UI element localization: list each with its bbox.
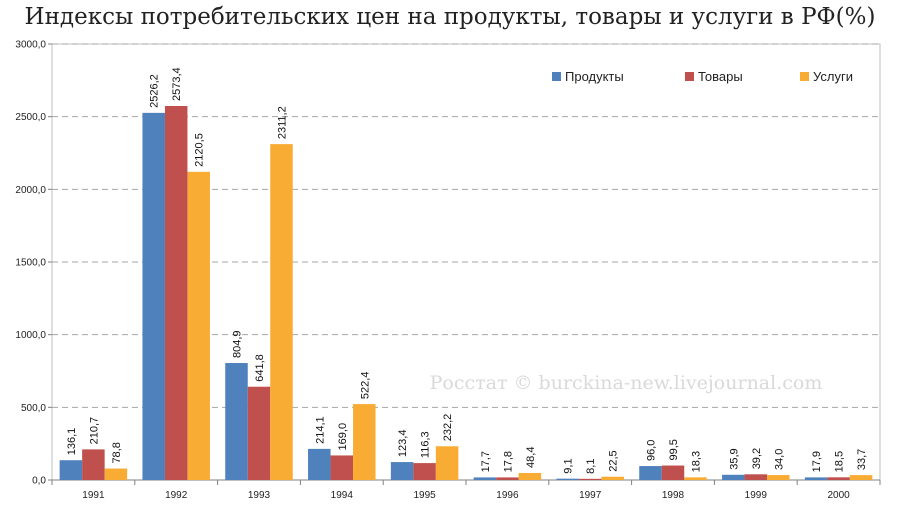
bar	[722, 474, 745, 480]
data-label: 2311,2	[277, 106, 289, 139]
chart-title: Индексы потребительских цен на продукты,…	[24, 4, 876, 30]
legend-label: Услуги	[813, 69, 853, 84]
bar	[330, 455, 354, 480]
bar	[601, 476, 624, 480]
bar	[496, 477, 519, 480]
bar	[270, 144, 293, 481]
y-tick-label: 1000,0	[15, 330, 46, 341]
data-label: 17,8	[502, 451, 514, 472]
data-label: 78,8	[111, 442, 123, 463]
bar	[556, 478, 579, 480]
data-label: 39,2	[751, 448, 763, 469]
bar	[849, 475, 873, 480]
bar	[247, 386, 271, 480]
bar	[104, 468, 128, 480]
bar	[390, 462, 414, 480]
data-label: 2573,4	[171, 67, 183, 101]
data-label: 2120,5	[194, 133, 206, 167]
x-tick-label: 1992	[165, 490, 188, 501]
data-label: 35,9	[728, 448, 740, 469]
bar	[187, 171, 210, 480]
x-tick-label: 1999	[745, 490, 768, 501]
y-tick-label: 2500,0	[15, 112, 46, 123]
bar	[744, 474, 768, 480]
legend-swatch	[800, 72, 809, 81]
legend-swatch	[552, 72, 561, 81]
legend-swatch	[685, 72, 694, 81]
data-label: 2526,2	[149, 74, 161, 108]
x-tick-label: 1997	[579, 490, 602, 501]
data-label: 48,4	[525, 447, 537, 468]
x-tick-label: 1991	[82, 490, 105, 501]
bar	[308, 448, 331, 480]
bar	[684, 477, 707, 480]
x-tick-label: 1996	[496, 490, 519, 501]
data-label: 214,1	[314, 416, 326, 444]
x-tick-label: 1993	[248, 490, 271, 501]
y-tick-label: 2000,0	[15, 185, 46, 196]
data-label: 18,3	[691, 451, 703, 472]
bar	[164, 105, 188, 480]
bar	[578, 478, 602, 480]
data-label: 34,0	[773, 449, 785, 470]
legend-label: Продукты	[565, 69, 624, 84]
bar	[827, 477, 850, 480]
data-label: 8,1	[585, 459, 597, 474]
bar	[353, 404, 376, 480]
legend-label: Товары	[698, 69, 743, 84]
y-tick-label: 3000,0	[15, 40, 46, 51]
bar	[82, 449, 105, 480]
bar	[804, 477, 828, 480]
data-label: 33,7	[856, 449, 868, 470]
data-label: 99,5	[668, 439, 680, 460]
data-label: 18,5	[834, 451, 846, 472]
data-label: 22,5	[608, 450, 620, 471]
bar	[225, 363, 248, 480]
bar	[639, 466, 662, 480]
bar	[473, 477, 497, 480]
bar	[435, 446, 459, 480]
data-label: 210,7	[88, 417, 100, 445]
y-tick-label: 500,0	[21, 403, 46, 414]
data-label: 169,0	[337, 423, 349, 451]
bar	[142, 112, 165, 480]
x-tick-label: 1998	[662, 490, 685, 501]
data-label: 17,9	[811, 451, 823, 472]
data-label: 96,0	[646, 440, 658, 461]
data-label: 17,7	[480, 451, 492, 472]
y-tick-label: 0,0	[32, 476, 46, 487]
data-label: 804,9	[232, 330, 244, 358]
x-tick-label: 2000	[827, 490, 850, 501]
data-label: 9,1	[563, 458, 575, 473]
watermark: Росстат © burckina-new.livejournal.com	[430, 372, 823, 394]
data-label: 522,4	[359, 372, 371, 400]
data-label: 232,2	[442, 414, 454, 442]
bar	[661, 465, 685, 480]
bar	[767, 475, 790, 480]
data-label: 123,4	[397, 430, 409, 458]
bar	[518, 472, 542, 480]
bar	[413, 463, 436, 480]
data-label: 136,1	[66, 428, 78, 456]
x-tick-label: 1995	[413, 490, 436, 501]
bar	[59, 460, 83, 480]
y-tick-label: 1500,0	[15, 258, 46, 269]
data-label: 116,3	[420, 431, 432, 458]
x-tick-label: 1994	[331, 490, 354, 501]
data-label: 641,8	[254, 354, 266, 382]
